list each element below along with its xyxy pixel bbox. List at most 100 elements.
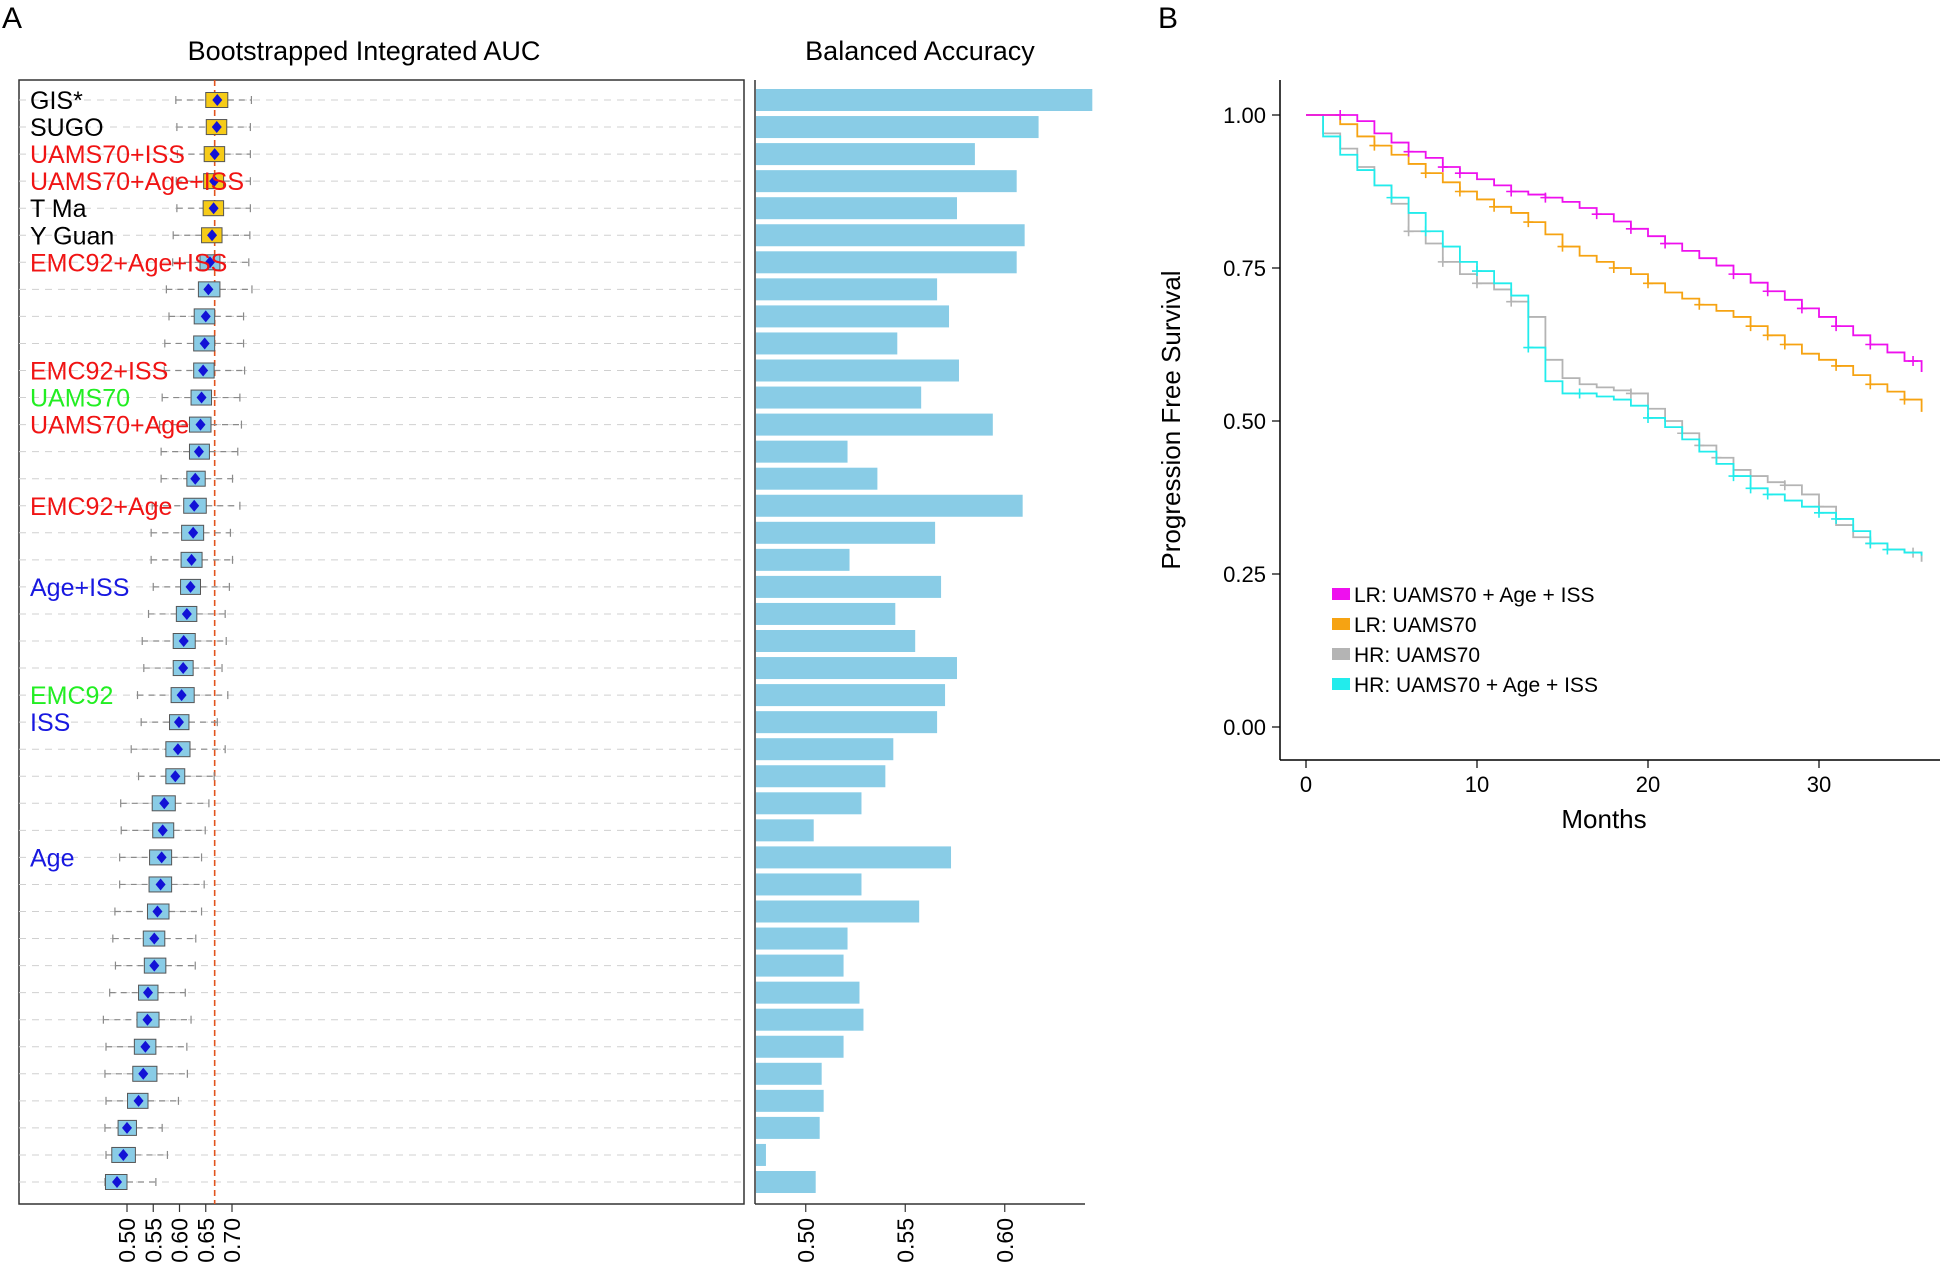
auc-median-marker	[140, 1040, 151, 1053]
km-censor-mark	[1814, 507, 1824, 518]
balanced-accuracy-bar	[756, 1171, 816, 1193]
km-censor-mark	[1625, 223, 1636, 234]
auc-median-marker	[198, 364, 209, 377]
km-curve	[1306, 114, 1923, 556]
auc-median-marker	[149, 959, 160, 972]
auc-row-label: EMC92	[30, 682, 113, 710]
panel-label-b: B	[1158, 2, 1178, 35]
km-censor-mark	[1608, 263, 1619, 273]
km-censor-mark	[1865, 538, 1876, 549]
auc-x-tick-label: 0.70	[219, 1218, 245, 1263]
balanced-accuracy-bar	[756, 1008, 864, 1031]
balanced-accuracy-bar	[756, 846, 952, 869]
auc-median-marker	[212, 94, 223, 106]
auc-row-label: Age+ISS	[30, 574, 129, 602]
km-censor-mark	[1472, 278, 1482, 289]
auc-median-marker	[159, 797, 170, 810]
auc-median-marker	[157, 824, 168, 837]
balanced-accuracy-x-axis: 0.50 0.55 0.60	[793, 1204, 1018, 1263]
balanced-accuracy-bars	[756, 89, 1093, 1193]
auc-median-marker	[203, 283, 214, 296]
auc-median-marker	[112, 1176, 123, 1188]
balanced-accuracy-bar	[756, 981, 860, 1004]
balanced-accuracy-bar	[756, 1062, 822, 1085]
km-censor-mark	[1831, 321, 1842, 332]
km-censor-mark	[1762, 330, 1773, 341]
auc-median-marker	[186, 553, 197, 566]
balanced-accuracy-bar	[756, 116, 1039, 139]
balanced-accuracy-x-tick-label: 0.50	[793, 1218, 819, 1263]
balanced-accuracy-bar	[756, 602, 896, 625]
km-x-tick-label: 0	[1300, 772, 1312, 797]
km-censor-mark	[1454, 168, 1465, 179]
balanced-accuracy-bar	[756, 494, 1023, 517]
km-y-tick-label: 0.25	[1223, 562, 1266, 587]
km-censor-mark	[1386, 192, 1397, 203]
km-curve	[1306, 114, 1923, 562]
balanced-accuracy-bar	[756, 386, 922, 409]
km-y-tick-label: 0.75	[1223, 256, 1266, 281]
auc-row-label: EMC92+Age+ISS	[30, 249, 227, 277]
auc-median-marker	[209, 175, 220, 188]
balanced-accuracy-bar	[756, 684, 946, 707]
balanced-accuracy-bar	[756, 548, 850, 571]
auc-median-marker	[208, 202, 219, 215]
auc-boxplot-panel: Bootstrapped Integrated AUC GIS*SUGOUAMS…	[18, 36, 745, 1263]
auc-row-label: UAMS70+Age+ISS	[30, 168, 244, 196]
balanced-accuracy-bar	[756, 251, 1017, 274]
auc-plot-frame	[18, 79, 745, 1205]
km-y-tick-label: 0.00	[1223, 715, 1266, 740]
balanced-accuracy-bar	[756, 819, 814, 842]
balanced-accuracy-bar	[756, 278, 938, 301]
auc-median-marker	[181, 607, 192, 620]
km-censor-mark	[1796, 303, 1807, 314]
balanced-accuracy-bar	[756, 575, 942, 598]
auc-median-marker	[185, 580, 196, 593]
km-censor-mark	[1454, 186, 1465, 197]
balanced-accuracy-bar	[756, 170, 1017, 193]
km-legend-label: LR: UAMS70	[1354, 614, 1477, 637]
auc-x-tick-label: 0.55	[140, 1218, 166, 1263]
km-censor-mark	[1899, 394, 1910, 405]
auc-median-marker	[118, 1148, 129, 1161]
auc-row-label: UAMS70	[30, 385, 130, 413]
km-x-tick-label: 10	[1465, 772, 1489, 797]
auc-median-marker	[138, 1067, 149, 1080]
km-censor-mark	[1762, 489, 1773, 500]
auc-median-marker	[209, 148, 220, 161]
balanced-accuracy-bar	[756, 467, 878, 490]
auc-x-axis: 0.50 0.55 0.60 0.65 0.70	[114, 1204, 245, 1263]
km-censor-mark	[1437, 162, 1448, 173]
km-censor-mark	[1694, 299, 1705, 310]
auc-median-marker	[196, 391, 207, 404]
auc-x-tick-label: 0.50	[114, 1218, 140, 1263]
km-censor-mark	[1728, 471, 1739, 482]
auc-row-label: T Ma	[30, 195, 87, 223]
km-legend-label: HR: UAMS70	[1354, 644, 1480, 667]
balanced-accuracy-title: Balanced Accuracy	[805, 36, 1035, 66]
auc-row-label: EMC92+Age	[30, 493, 172, 521]
km-censor-mark	[1745, 321, 1756, 332]
km-censor-mark	[1557, 241, 1568, 252]
auc-row-label: UAMS70+ISS	[30, 141, 185, 169]
balanced-accuracy-bar	[756, 630, 916, 652]
auc-median-marker	[170, 770, 181, 783]
panel-label-a: A	[2, 2, 22, 35]
km-censor-mark	[1420, 226, 1431, 237]
km-censor-mark	[1762, 286, 1773, 297]
auc-median-marker	[188, 526, 199, 539]
auc-row-label: UAMS70+Age	[30, 412, 189, 440]
auc-median-marker	[152, 905, 163, 918]
balanced-accuracy-bar	[756, 1089, 824, 1112]
km-censor-mark	[1489, 201, 1500, 212]
auc-row-label: SUGO	[30, 114, 104, 142]
km-censor-mark	[1865, 379, 1876, 390]
km-censor-mark	[1779, 339, 1790, 350]
auc-median-marker	[178, 662, 189, 675]
balanced-accuracy-bar	[756, 224, 1025, 247]
km-legend-swatch	[1332, 678, 1350, 690]
auc-x-tick-label: 0.65	[193, 1218, 219, 1263]
km-censor-mark	[1625, 388, 1636, 399]
auc-median-marker	[204, 256, 215, 269]
